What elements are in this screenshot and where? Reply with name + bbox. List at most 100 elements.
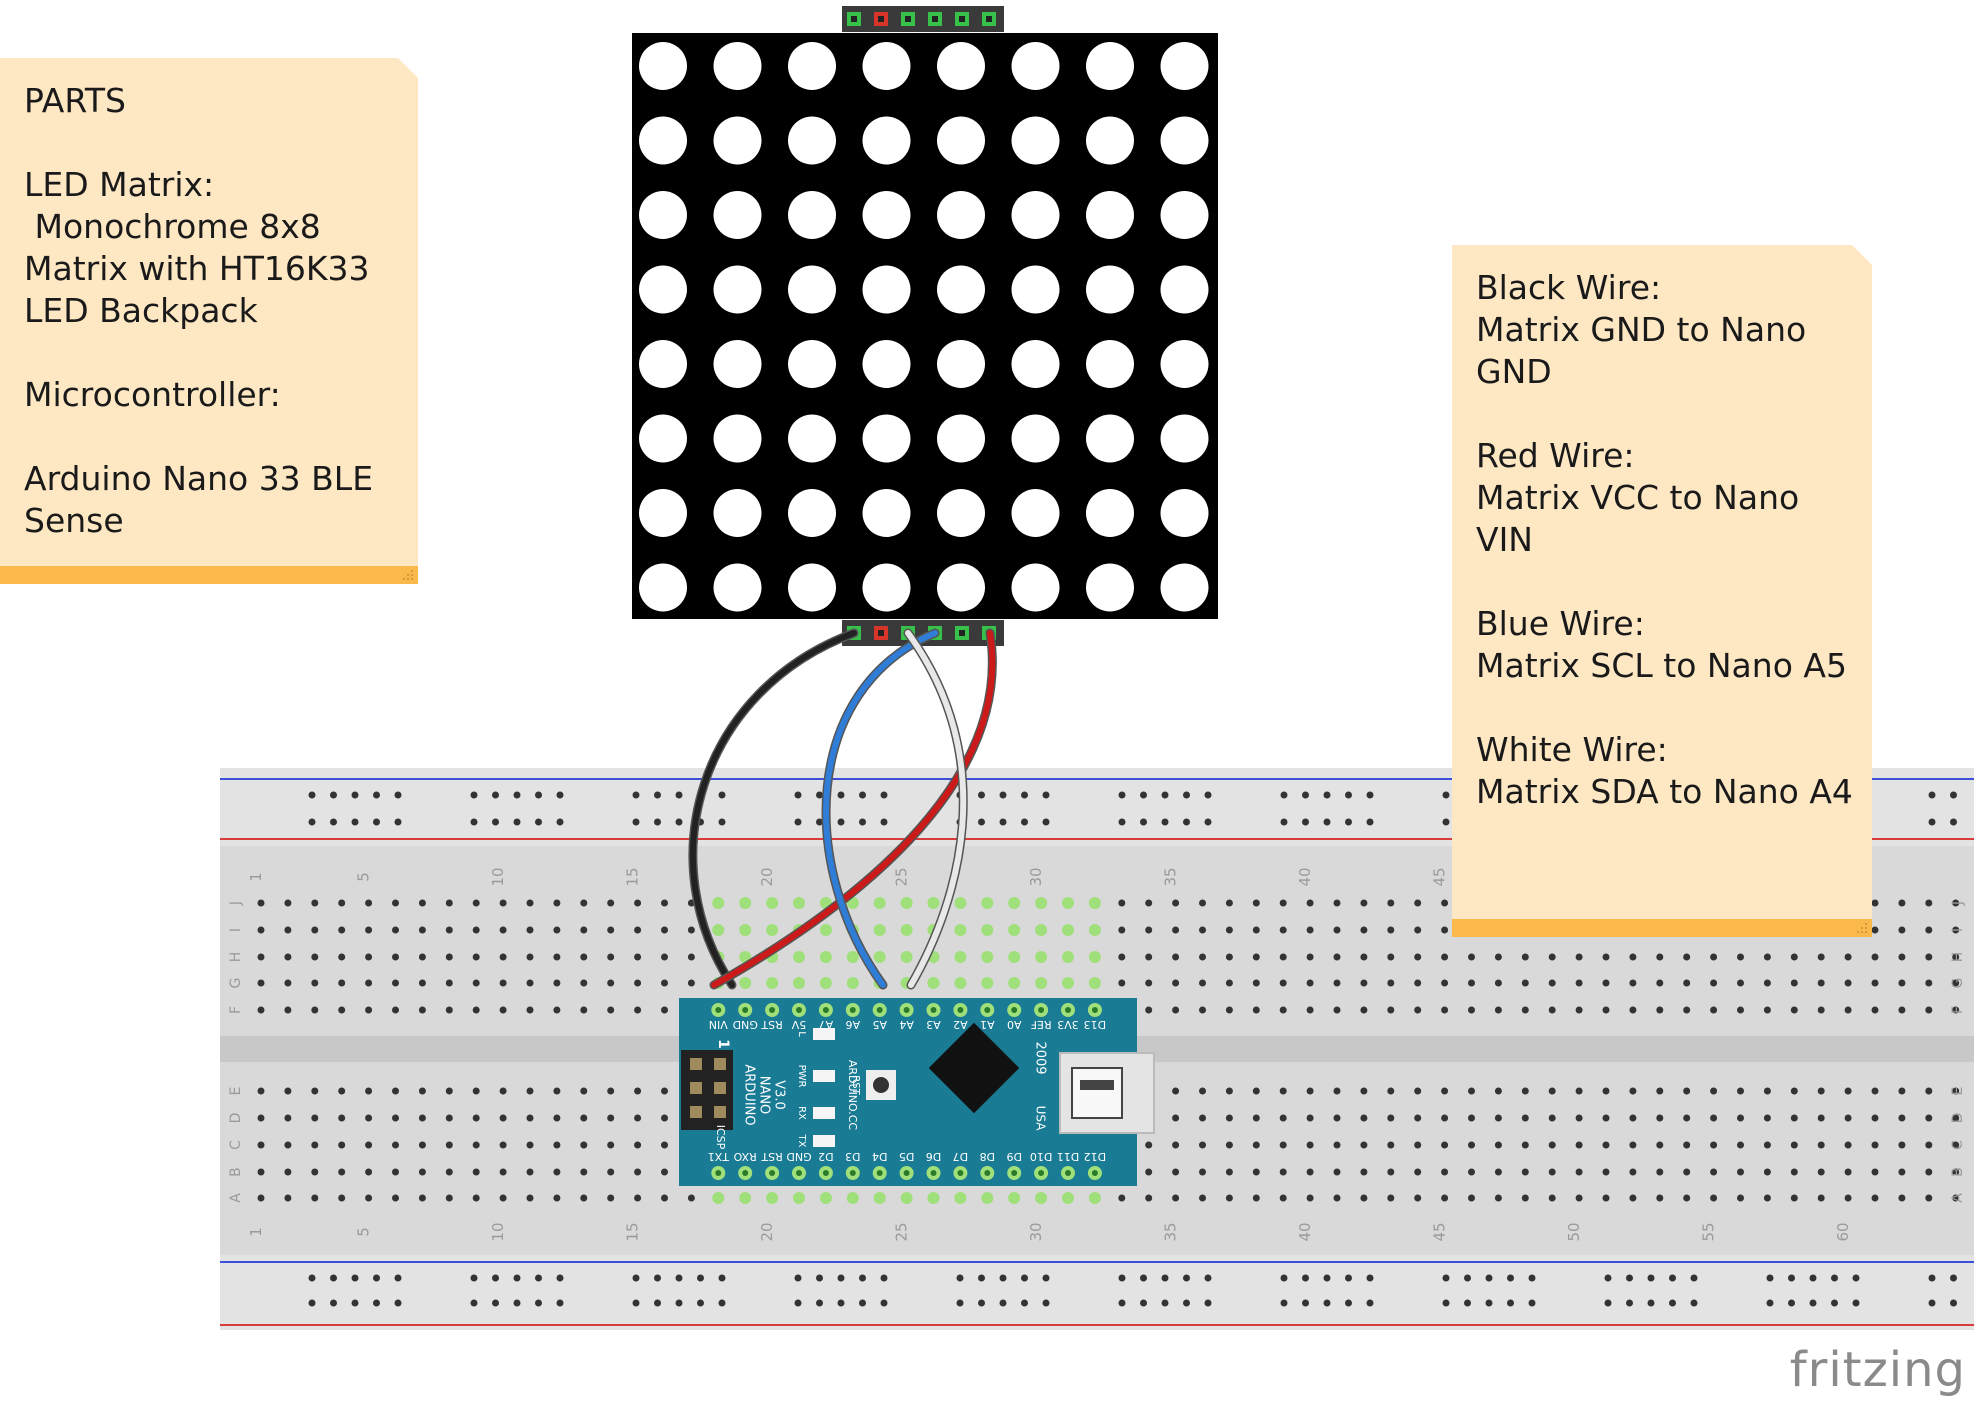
rail-hole[interactable] (1183, 1299, 1190, 1307)
breadboard-hole[interactable] (472, 1087, 480, 1095)
breadboard-hole[interactable] (1387, 899, 1395, 907)
rail-hole[interactable] (1021, 818, 1028, 826)
breadboard-hole[interactable] (1656, 1114, 1664, 1122)
breadboard-hole[interactable] (1737, 1168, 1744, 1176)
breadboard-hole[interactable] (1225, 979, 1233, 987)
breadboard-hole[interactable] (634, 979, 642, 987)
rail-hole[interactable] (492, 818, 499, 826)
breadboard-hole[interactable] (1790, 1087, 1798, 1095)
rail-hole[interactable] (1280, 791, 1288, 799)
breadboard-hole[interactable] (634, 1194, 642, 1202)
breadboard-hole[interactable] (1088, 977, 1101, 989)
breadboard-hole[interactable] (284, 1114, 292, 1122)
rail-hole[interactable] (1118, 791, 1126, 799)
breadboard-hole[interactable] (1145, 953, 1153, 961)
rail-hole[interactable] (535, 1299, 542, 1307)
breadboard-hole[interactable] (1414, 899, 1422, 907)
breadboard-hole[interactable] (1008, 977, 1021, 989)
breadboard-hole[interactable] (1088, 924, 1101, 936)
breadboard-hole[interactable] (793, 1192, 805, 1204)
rail-hole[interactable] (880, 1274, 888, 1282)
breadboard-hole[interactable] (1629, 1168, 1637, 1176)
breadboard-hole[interactable] (1172, 1087, 1180, 1095)
rail-hole[interactable] (816, 818, 823, 826)
breadboard-hole[interactable] (472, 1194, 480, 1202)
breadboard-hole[interactable] (1548, 1141, 1556, 1149)
rail-hole[interactable] (394, 818, 402, 826)
breadboard-hole[interactable] (257, 1141, 265, 1149)
rail-hole[interactable] (330, 1274, 337, 1282)
breadboard-hole[interactable] (1763, 1114, 1771, 1122)
rail-hole[interactable] (654, 1274, 661, 1282)
breadboard-hole[interactable] (553, 899, 561, 907)
breadboard-hole[interactable] (1844, 1114, 1852, 1122)
breadboard-hole[interactable] (553, 1141, 561, 1149)
breadboard-hole[interactable] (311, 953, 319, 961)
rail-hole[interactable] (513, 1274, 521, 1282)
breadboard-hole[interactable] (766, 977, 779, 989)
breadboard-hole[interactable] (1360, 1087, 1368, 1095)
breadboard-hole[interactable] (1118, 926, 1126, 934)
breadboard-hole[interactable] (284, 1168, 292, 1176)
breadboard-hole[interactable] (1521, 1006, 1529, 1014)
rail-hole[interactable] (535, 1274, 542, 1282)
breadboard-hole[interactable] (1790, 979, 1798, 987)
rail-hole[interactable] (999, 818, 1007, 826)
breadboard-hole[interactable] (1898, 1114, 1906, 1122)
rail-hole[interactable] (1204, 791, 1212, 799)
breadboard-hole[interactable] (1333, 1114, 1341, 1122)
breadboard-hole[interactable] (1252, 899, 1260, 907)
breadboard-hole[interactable] (1468, 1006, 1475, 1014)
breadboard-hole[interactable] (981, 951, 994, 963)
breadboard-hole[interactable] (1333, 926, 1341, 934)
breadboard-hole[interactable] (1494, 1194, 1502, 1202)
rail-hole[interactable] (978, 791, 985, 799)
breadboard-hole[interactable] (284, 979, 292, 987)
rail-hole[interactable] (632, 791, 640, 799)
rail-hole[interactable] (1021, 1299, 1028, 1307)
breadboard-hole[interactable] (1683, 1114, 1691, 1122)
breadboard-hole[interactable] (1790, 953, 1798, 961)
breadboard-hole[interactable] (661, 1194, 668, 1202)
breadboard-hole[interactable] (1683, 1194, 1691, 1202)
rail-hole[interactable] (675, 791, 683, 799)
breadboard-hole[interactable] (1602, 953, 1610, 961)
rail-hole[interactable] (880, 791, 888, 799)
rail-hole[interactable] (1323, 818, 1331, 826)
rail-hole[interactable] (1118, 1274, 1126, 1282)
breadboard-hole[interactable] (1468, 1087, 1475, 1095)
rail-hole[interactable] (1366, 818, 1374, 826)
breadboard-hole[interactable] (1414, 1141, 1422, 1149)
breadboard-hole[interactable] (526, 926, 534, 934)
breadboard-hole[interactable] (1871, 1194, 1879, 1202)
breadboard-hole[interactable] (1118, 1194, 1126, 1202)
breadboard-hole[interactable] (526, 953, 534, 961)
breadboard-hole[interactable] (1952, 1168, 1960, 1176)
breadboard-hole[interactable] (580, 1194, 588, 1202)
rail-hole[interactable] (837, 1299, 845, 1307)
rail-hole[interactable] (1669, 1299, 1676, 1307)
breadboard-hole[interactable] (338, 899, 346, 907)
breadboard-hole[interactable] (499, 979, 507, 987)
breadboard-hole[interactable] (1008, 897, 1021, 909)
breadboard-hole[interactable] (634, 899, 642, 907)
rail-hole[interactable] (351, 818, 359, 826)
rail-hole[interactable] (1788, 1299, 1795, 1307)
breadboard-hole[interactable] (338, 1194, 346, 1202)
breadboard-hole[interactable] (1252, 1006, 1260, 1014)
breadboard-hole[interactable] (1172, 899, 1180, 907)
breadboard-hole[interactable] (739, 897, 752, 909)
breadboard-hole[interactable] (1441, 953, 1449, 961)
breadboard-hole[interactable] (1521, 953, 1529, 961)
rail-hole[interactable] (373, 818, 380, 826)
breadboard-hole[interactable] (257, 926, 265, 934)
rail-hole[interactable] (556, 791, 564, 799)
breadboard-hole[interactable] (954, 924, 967, 936)
rail-hole[interactable] (718, 1274, 726, 1282)
breadboard-hole[interactable] (1898, 1006, 1906, 1014)
breadboard-hole[interactable] (1629, 1114, 1637, 1122)
breadboard-hole[interactable] (607, 899, 615, 907)
breadboard-hole[interactable] (1817, 1114, 1825, 1122)
breadboard-hole[interactable] (257, 1194, 265, 1202)
breadboard-hole[interactable] (607, 926, 615, 934)
